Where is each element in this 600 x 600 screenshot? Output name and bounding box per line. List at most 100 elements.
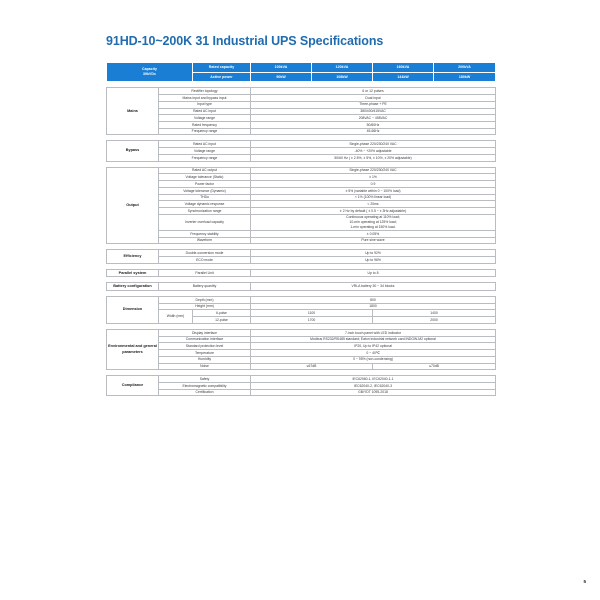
param-value: VRLA battery 30 ~ 34 blocks: [250, 282, 496, 291]
section-label-parallel-system: Parallel system: [106, 268, 159, 278]
param-label: Communication interface: [158, 335, 251, 344]
active-power-value-0: 90kW: [250, 71, 312, 83]
table-row: Humidity 0 ~ 95% (non-condensing): [107, 355, 496, 364]
page-title: 91HD-10~200K 31 Industrial UPS Specifica…: [106, 34, 384, 48]
param-label: ECO mode: [158, 256, 251, 264]
param-label: Power factor: [158, 180, 251, 188]
section-label-bypass: Bypass: [106, 140, 159, 162]
capacity-header-cell: Capacity 39kVDc: [106, 61, 193, 83]
table-row: Mains Rectifier topology 6 or 12 pulses: [106, 87, 496, 136]
param-value: IP20, Up to IP42 optional: [250, 342, 496, 351]
param-value: < 1% (100% linear load): [250, 193, 496, 202]
param-value: -40% ~ +20% adjustable: [250, 147, 496, 155]
section-mains: Mains Rectifier topology 6 or 12 pulses …: [106, 87, 496, 136]
param-label: Voltage range: [158, 114, 251, 122]
param-label: Mains input and bypass input: [158, 94, 251, 102]
param-value: 50/60 Hz ( ± 2.5%, ± 5%, ± 10%, ± 20% ad…: [250, 153, 496, 162]
param-label: Battery quantity: [158, 282, 251, 291]
rated-capacity-value-0: 100kVA: [250, 62, 312, 73]
param-value: 50/60Hz: [250, 121, 496, 129]
table-row: Voltage dynamic response < 20ms: [107, 200, 496, 209]
spacer-after-header: [106, 81, 496, 88]
param-value-height: 1800: [250, 302, 496, 311]
param-label: Frequency range: [158, 127, 251, 136]
param-label: THDu: [158, 193, 251, 202]
param-value: 6 or 12 pulses: [250, 87, 496, 96]
section-label-battery-configuration: Battery configuration: [106, 282, 159, 291]
table-row: Frequency stability ± 0.05%: [107, 229, 496, 238]
header-row-rated-capacity: Capacity 39kVDc Rated capacity 100kVA 12…: [106, 61, 496, 83]
param-value: Continuous operating at 110% load; 10-min…: [250, 213, 496, 231]
table-row: Rated frequency 50/60Hz: [107, 121, 496, 129]
param-value: GB/YDT 1095-2018: [250, 388, 496, 397]
section-label-dimension: Dimension: [106, 295, 159, 324]
table-row: Dimension Depth (mm) 800: [106, 295, 496, 324]
active-power-value-3: 180kW: [433, 71, 496, 83]
param-value: ± 2 Hz by default ( ± 0.5 ~ ± 3Hz adjust…: [250, 207, 496, 215]
param-value-width-left: 1700: [250, 316, 373, 324]
spacer-after-battery: [106, 290, 496, 297]
section-bypass: Bypass Rated AC input Single-phase 220/2…: [106, 140, 496, 162]
section-label-mains: Mains: [106, 87, 159, 136]
table-row: Environmental and general parameters Dis…: [106, 328, 496, 371]
table-row: ECO mode Up to 96%: [107, 256, 496, 264]
param-label-height: Height (mm): [158, 302, 251, 311]
table-row: Battery configuration Battery quantity V…: [106, 282, 496, 291]
table-header-group: Capacity 39kVDc Rated capacity 100kVA 12…: [106, 61, 496, 83]
table-row: Voltage range 208VAC ~ 458VAC: [107, 114, 496, 122]
param-label: Rated AC output: [158, 166, 251, 175]
param-value: Pure sine wave: [250, 236, 496, 245]
spacer-after-output: [106, 243, 496, 250]
param-label-pulse: 12-pulse: [192, 316, 251, 324]
table-row: Efficiency Double-conversion mode Up to …: [106, 249, 496, 264]
param-label: Temperature: [158, 349, 251, 357]
section-dimension: Dimension Depth (mm) 800 Height (mm) 180…: [106, 295, 496, 324]
table-row: Noise ≤67dB ≤70dB: [107, 362, 496, 371]
param-label: Display interface: [158, 328, 251, 337]
param-value: Modbus RS232/RS485 standard; Eaton indus…: [250, 335, 496, 344]
param-value: Dual input: [250, 94, 496, 102]
active-power-value-2: 144kW: [372, 71, 434, 83]
param-value-depth: 800: [250, 295, 496, 304]
active-power-value-1: 108kW: [311, 71, 373, 83]
param-label-width: Width (mm): [158, 309, 193, 324]
table-row: Inverter overload capacity Continuous op…: [107, 213, 496, 231]
param-value: Up to 92%: [250, 249, 496, 258]
param-value: ± 5% (variable within 0 ~ 100% load): [250, 186, 496, 195]
param-value: 0.9: [250, 180, 496, 188]
page-number: 5: [583, 579, 586, 584]
table-row: Compliance Safety IEC62060-1, IEC62040-1…: [106, 375, 496, 397]
capacity-label-line1: Capacity: [142, 67, 157, 72]
param-value: 45-66Hz: [250, 127, 496, 136]
section-label-efficiency: Efficiency: [106, 249, 159, 264]
param-label: Certification: [158, 388, 251, 397]
param-value: Up to 8: [250, 268, 496, 278]
param-label: Frequency stability: [158, 229, 251, 238]
table-row: 12-pulse 1700 2000: [107, 316, 496, 324]
param-value-width-right: 1400: [372, 309, 496, 318]
section-environmental: Environmental and general parameters Dis…: [106, 328, 496, 371]
spacer-after-environmental: [106, 369, 496, 376]
param-label: Voltage dynamic response: [158, 200, 251, 209]
param-label: Voltage tolerance (Static): [158, 173, 251, 182]
specification-table: Capacity 39kVDc Rated capacity 100kVA 12…: [106, 61, 496, 397]
param-label: Rated AC input: [158, 107, 251, 116]
capacity-label-line2: 39kVDc: [143, 72, 156, 77]
param-label: Inverter overload capacity: [158, 213, 251, 231]
table-row: Input type Three-phase + PE: [107, 100, 496, 109]
section-label-output: Output: [106, 166, 159, 245]
param-label: Safety: [158, 375, 251, 383]
param-value-width-right: 2000: [372, 316, 496, 324]
section-label-environmental: Environmental and general parameters: [106, 328, 159, 371]
param-value: IEC62060-1, IEC62040-1-1: [250, 375, 496, 383]
param-value-width-left: 1100: [250, 309, 373, 318]
active-power-label: Active power: [192, 71, 251, 83]
param-value: Single-phase 220/230/240 VAC: [250, 166, 496, 175]
param-value: 380/400/415VAC: [250, 107, 496, 116]
table-row: Bypass Rated AC input Single-phase 220/2…: [106, 140, 496, 162]
param-value: 0 ~ 95% (non-condensing): [250, 355, 496, 364]
table-row: Voltage tolerance (Static) ± 1%: [107, 173, 496, 182]
table-row: Communication interface Modbus RS232/RS4…: [107, 335, 496, 344]
table-row: Electromagnetic compatibility IEC62040-2…: [107, 381, 496, 390]
table-row: Waveform Pure sine wave: [107, 236, 496, 245]
